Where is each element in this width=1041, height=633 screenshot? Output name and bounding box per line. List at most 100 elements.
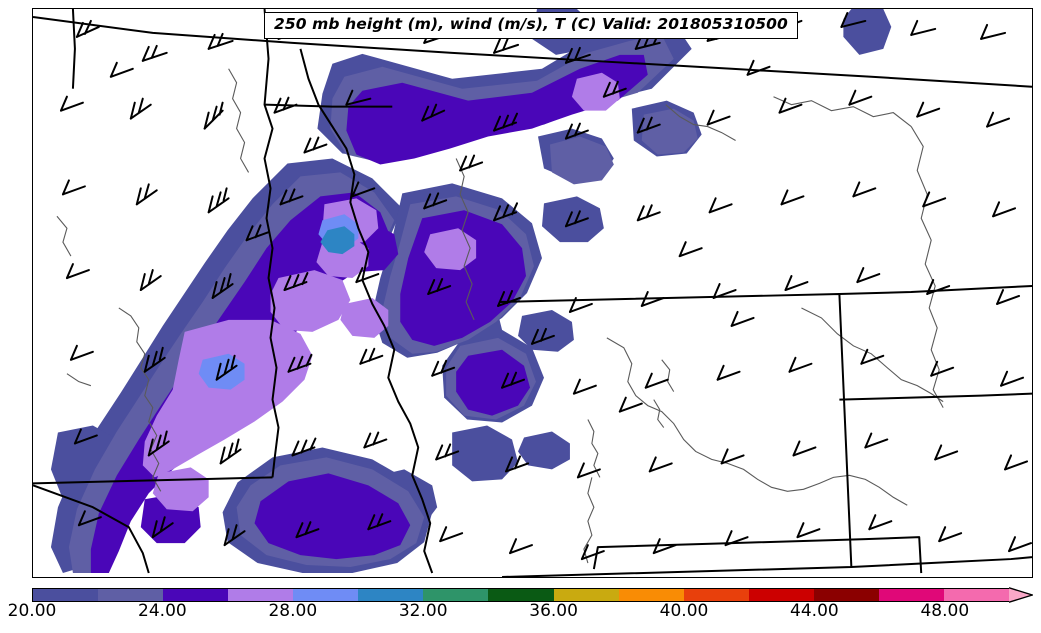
wind-barb [1000,370,1025,387]
colorbar-tick-32: 32.00 [398,601,448,621]
wind-barb [207,32,234,50]
wind-barb [273,96,298,114]
wind-barb [345,89,372,106]
wind-barb [279,188,304,206]
wind-barb [746,59,771,76]
wind-barb [367,513,392,531]
wind-barb [864,432,889,449]
wind-barb [359,347,384,365]
wind-barb [926,279,951,295]
wind-barb [143,346,166,373]
wind-barb [501,371,526,389]
wind-barb [922,191,947,208]
colorbar-segment-13 [878,589,944,601]
wind-barb [223,524,246,547]
wind-barb [509,538,533,555]
wind-barb [572,378,597,395]
wind-barb [351,181,376,198]
map-panel [32,8,1033,578]
wind-barb [568,296,593,313]
wind-barb [840,11,867,28]
wind-barb [497,290,522,307]
wind-barb [135,183,158,206]
map-title-box: 250 mb height (m), wind (m/s), T (C) Val… [264,12,798,39]
wind-barb [930,360,955,377]
wind-barb [1008,536,1032,553]
wind-barb [423,192,448,210]
colorbar-tick-36: 36.00 [529,601,578,621]
wind-barb [796,522,821,539]
colorbar-segment-8 [553,589,619,601]
colorbar-segment-11 [748,589,814,601]
wind-barb [980,23,1007,40]
wind-barb [724,530,749,547]
wind-barb [431,359,456,377]
wind-barb [65,263,90,280]
wind-barb [151,516,174,539]
wind-barb [355,267,380,284]
wind-barb [129,97,152,120]
wind-barb [215,354,238,381]
wind-barb [618,396,643,413]
colorbar-tick-labels: 20.00 24.00 28.00 32.00 36.00 40.00 44.00 48.00 [8,601,1033,627]
colorbar-extend-outline [1009,587,1033,603]
wind-barb [644,372,669,389]
colorbar-segment-6 [423,589,489,601]
page-title: 250 mb height (m), wind (m/s), T (C) Val… [274,15,788,33]
wind-barb [564,210,589,228]
wind-barb [712,283,737,299]
wind-barb [678,241,703,258]
wind-barb [580,544,605,561]
colorbar-tick-28: 28.00 [268,601,318,621]
wind-barb [75,19,100,38]
wind-barb [139,269,162,292]
wind-barb [283,272,309,292]
wind-barb [211,273,234,299]
wind-barb [439,526,464,543]
wind-barb [856,267,881,284]
wind-barb [77,510,102,527]
wind-barb [576,462,601,479]
wind-barb [61,179,86,196]
wind-barb [720,448,745,465]
state-boundaries [33,9,1032,577]
wind-barb [109,61,134,78]
wind-barb [860,348,885,365]
colorbar-segment-9 [618,589,684,601]
colorbar-extend-arrow [1009,587,1033,602]
colorbar-segment-14 [943,589,1009,601]
wind-barb [780,189,805,206]
map-canvas [33,9,1032,577]
wind-barb [996,289,1021,305]
colorbar-segment-5 [358,589,424,601]
river-network [56,68,944,564]
wind-barb [219,438,242,465]
colorbar-segment-3 [228,589,294,601]
wind-barb [303,136,328,154]
wind-barb [421,103,446,122]
wind-barb [531,327,555,345]
wind-barb [203,101,224,130]
wind-barb [287,353,313,373]
colorbar-tick-20: 20.00 [7,601,57,621]
colorbar-segment-4 [293,589,359,601]
wind-barb [706,109,731,126]
wind-barb [986,111,1011,128]
wind-barb [848,89,873,106]
colorbar-tick-40: 40.00 [659,601,709,621]
colorbar-segment-12 [813,589,879,601]
wind-barb [59,95,84,112]
colorbar-segment-2 [163,589,229,601]
wind-barb [730,310,755,327]
colorbar-tick-24: 24.00 [138,601,187,621]
wind-barb [69,344,94,361]
wind-barb [207,187,230,214]
wind-barb [792,440,817,457]
wind-barb [636,204,661,222]
wind-barb [852,181,877,198]
contour-band-30-32 [320,226,355,255]
colorbar-segment-10 [683,589,749,601]
colorbar-segment-1 [98,589,164,601]
wind-barb [291,437,317,457]
